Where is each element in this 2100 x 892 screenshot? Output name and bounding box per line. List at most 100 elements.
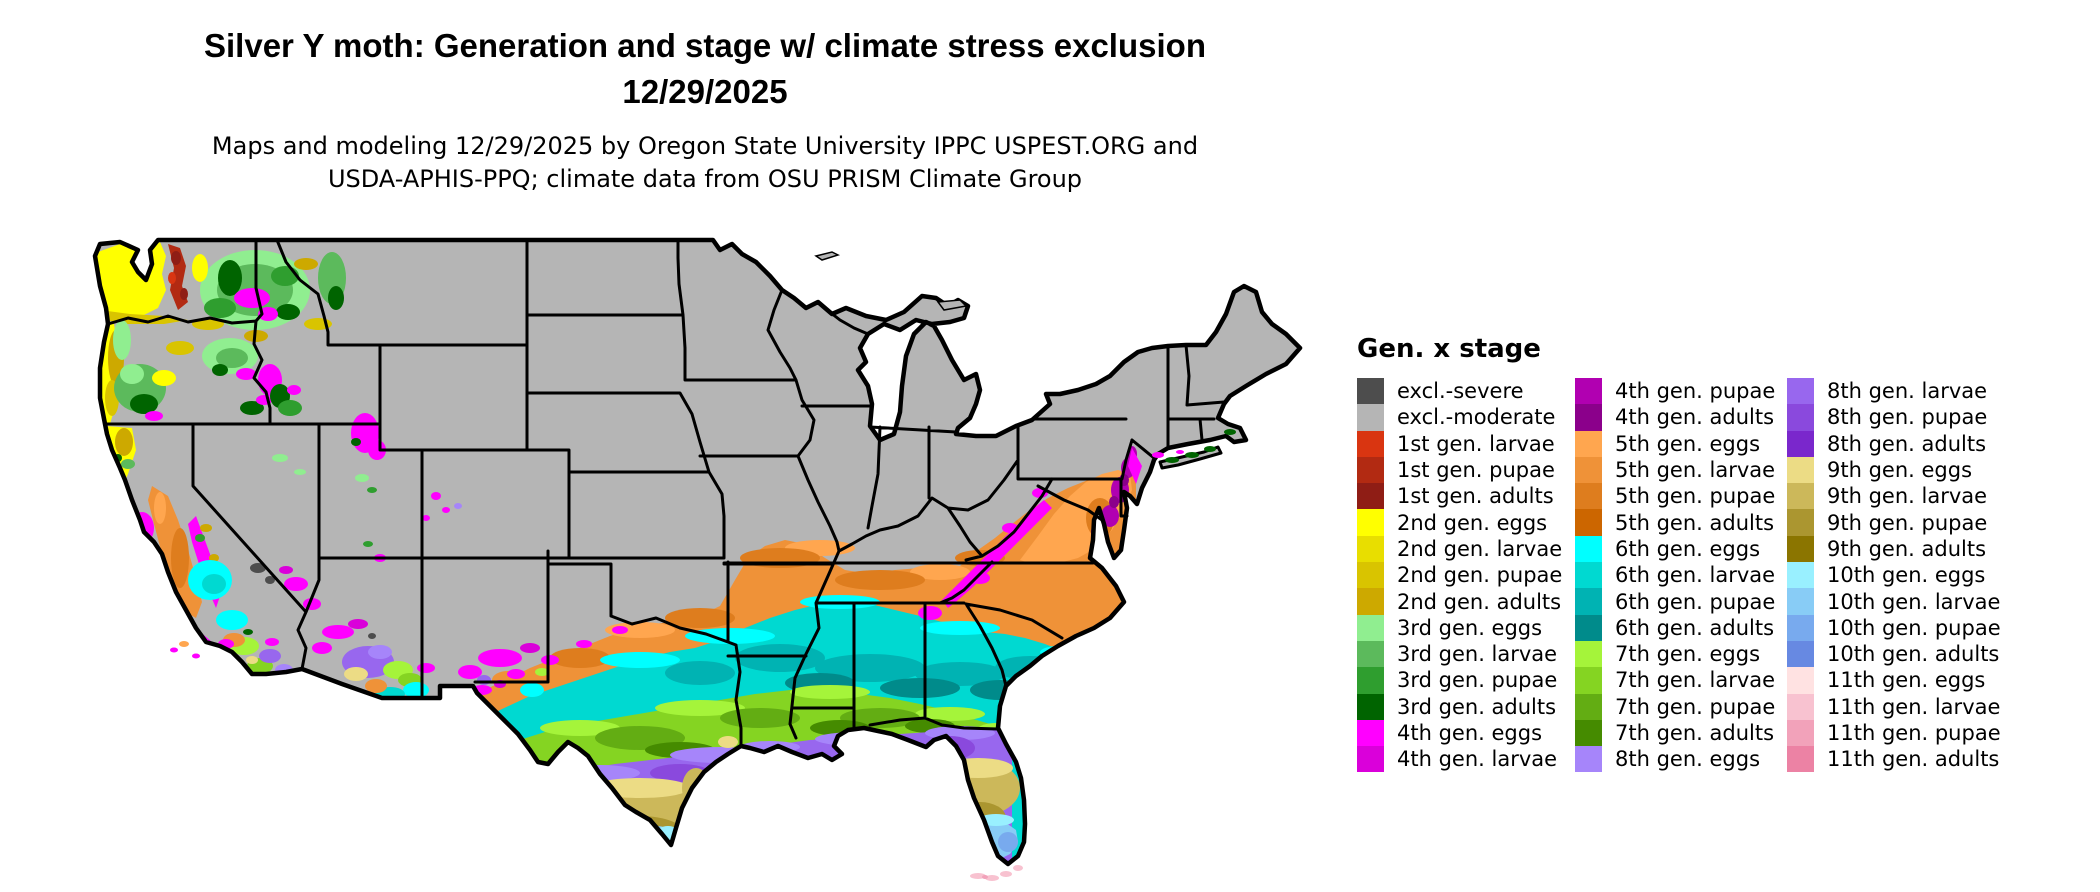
legend-label: 10th gen. adults [1827,642,2000,667]
legend-swatch [1787,456,1814,484]
legend-label: 11th gen. adults [1827,747,2000,772]
map-patch [276,304,300,320]
legend-label: 3rd gen. adults [1397,694,1557,719]
figure-date: 12/29/2025 [622,73,788,110]
legend-label: 8th gen. adults [1827,431,1987,456]
map-coastal-dots [170,641,1023,881]
legend-item: 2nd gen. pupae [1357,562,1575,589]
map-island-sliver [936,299,968,311]
legend-swatch [1575,430,1602,457]
legend-label: 1st gen. pupae [1397,458,1555,483]
map-patch [200,524,212,532]
legend-label: 6th gen. eggs [1615,536,1761,561]
map-patch [294,469,306,475]
map-patch [1176,450,1184,454]
legend-item: 11th gen. eggs [1787,667,2039,694]
map-patch [218,260,242,296]
legend-swatch [1787,614,1814,641]
us-map-svg [92,237,1303,881]
map-patch [918,606,942,620]
map-patch [368,645,392,659]
legend-swatch [1787,535,1814,563]
map-patch [236,368,256,380]
map-patch [1185,452,1199,458]
legend-swatch [1575,667,1602,694]
legend-column-2: 4th gen. pupae 4th gen. adults 5th gen. eg… [1575,378,1787,773]
legend-item: 2nd gen. adults [1357,588,1575,615]
map-patch [665,608,735,628]
map-patch [1109,496,1119,508]
map-patch [312,642,332,654]
map-patch [216,348,248,368]
legend-swatch [1787,509,1814,536]
figure-header: Silver Y moth: Generation and stage w/ c… [0,0,1410,196]
map-patch [655,700,745,716]
legend-label: 3rd gen. larvae [1397,642,1558,667]
map-patch [540,720,620,736]
map-patch [258,307,278,321]
map-patch [195,534,205,542]
map-region-florida-keys [970,873,986,879]
figure-credit-line2: USDA-APHIS-PPQ; climate data from OSU PR… [327,165,1083,193]
map-patch [278,400,302,416]
legend-label: 2nd gen. eggs [1397,510,1548,535]
legend-label: 9th gen. adults [1827,536,1987,561]
legend-item: 4th gen. eggs [1357,719,1575,747]
legend-swatch [1575,509,1602,536]
legend-swatch [1357,614,1384,641]
legend-item: 5th gen. pupae [1575,483,1787,510]
map-patch [720,708,800,728]
legend-label: 8th gen. pupae [1827,405,1988,430]
map-patch [265,576,275,584]
legend-item: 4th gen. pupae [1575,378,1787,405]
map-patch [259,649,281,663]
legend-item: 11th gen. pupae [1787,719,2039,747]
legend-label: 11th gen. eggs [1827,668,1986,693]
legend-item: 5th gen. adults [1575,509,1787,536]
legend-swatch [1357,509,1384,536]
legend-swatch [1575,456,1602,484]
map-patch [216,610,248,630]
legend-item: 7th gen. pupae [1575,693,1787,720]
map-patch [442,507,450,513]
map-patch [735,644,825,672]
map-patch [240,401,264,415]
legend-swatch [1575,535,1602,563]
map-patch [180,288,188,300]
legend-item: 8th gen. larvae [1787,378,2039,405]
legend-column-3: 8th gen. larvae 8th gen. pupae 8th gen. ad… [1787,378,2039,773]
map-patch [171,528,189,588]
legend-item: 1st gen. larvae [1357,430,1575,457]
legend-item: 9th gen. larvae [1787,483,2039,510]
map-patch [279,566,293,574]
legend-swatch [1357,746,1384,773]
legend-label: 10th gen. pupae [1827,615,2001,640]
legend-item: 2nd gen. larvae [1357,535,1575,563]
map-patch [265,638,279,646]
legend-swatch [1787,746,1814,773]
map-patch [880,678,960,698]
legend-title: Gen. x stage [1357,334,1541,364]
map-patch [250,563,266,573]
legend-label: 9th gen. pupae [1827,510,1988,535]
legend-label: 11th gen. larvae [1827,694,2001,719]
legend-item: 6th gen. adults [1575,614,1787,641]
legend-item: 6th gen. larvae [1575,562,1787,589]
legend-swatch [1357,640,1384,668]
legend-label: 8th gen. eggs [1615,747,1761,772]
map-patch [1000,871,1012,877]
map-patch [152,370,176,386]
legend-item: 9th gen. adults [1787,535,2039,563]
map-patch [605,622,675,638]
legend-swatch [1357,404,1384,431]
legend-swatch [1575,640,1602,668]
legend-item: 4th gen. adults [1575,404,1787,431]
map-patch [367,487,377,493]
map-patch [243,629,253,635]
legend-swatch [1575,404,1602,431]
map-patch [1128,448,1142,484]
map-patch [179,641,189,647]
map-patch [920,621,1000,635]
map-patch [550,648,610,668]
legend-swatch [1787,588,1814,615]
